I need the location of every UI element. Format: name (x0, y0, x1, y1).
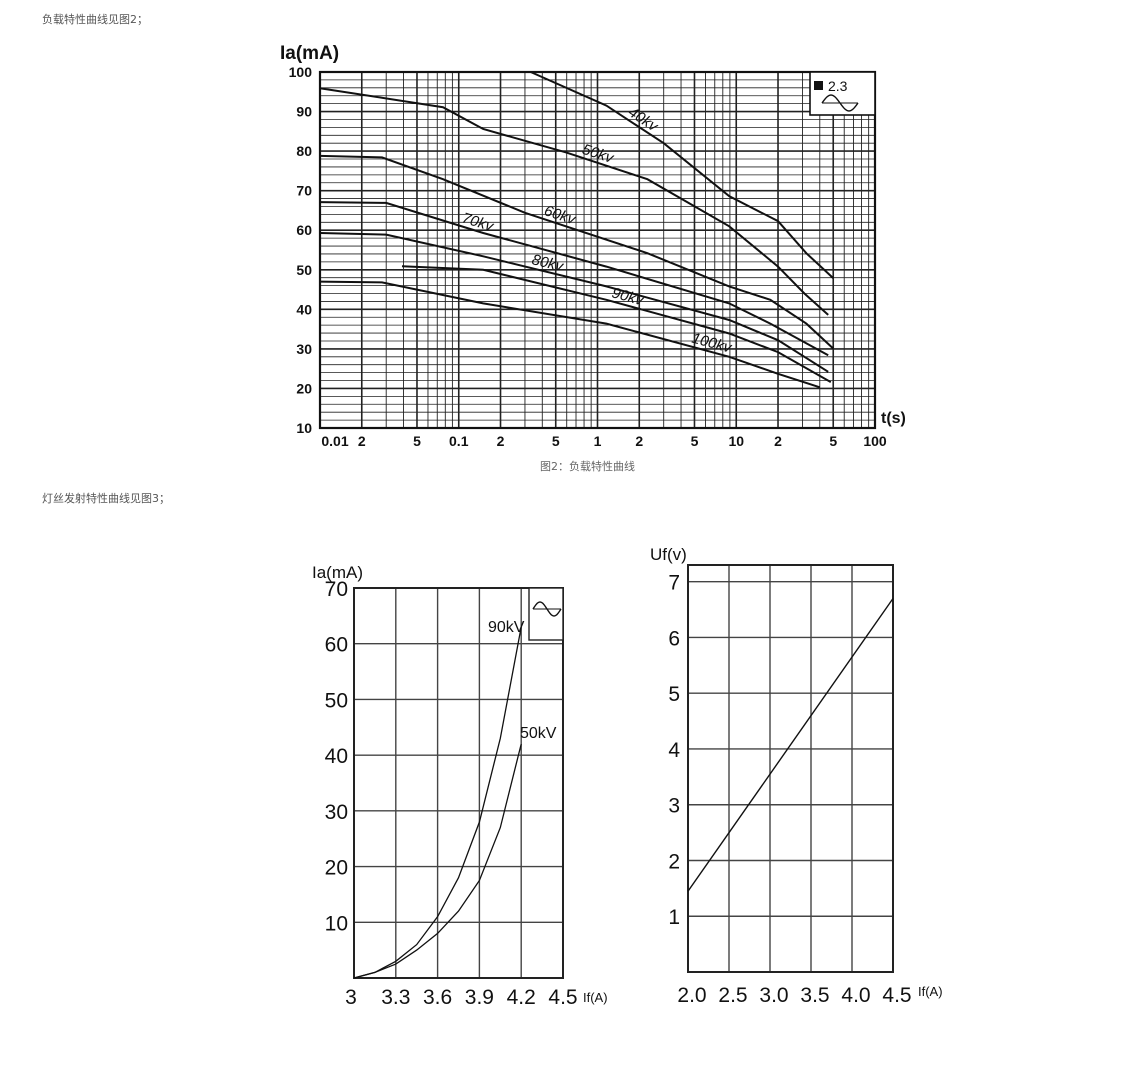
figure-caption: 图2：负载特性曲线 (540, 460, 635, 473)
x-tick-label: 3.3 (381, 986, 410, 1009)
y-tick-label: 3 (668, 795, 680, 818)
y-tick-label: 20 (325, 857, 348, 880)
series-line-70kv (319, 201, 829, 357)
x-tick-label: 3.5 (800, 984, 829, 1007)
y-tick-label: 30 (296, 341, 312, 357)
y-tick-label: 90 (296, 104, 312, 120)
y-tick-label: 5 (668, 683, 680, 706)
plot-frame (687, 564, 894, 973)
y-tick-label: 40 (296, 301, 312, 317)
paragraph-filament-emission: 灯丝发射特性曲线见图3； (42, 492, 170, 505)
series-line-100kv (319, 280, 821, 389)
y-tick-label: 70 (296, 183, 312, 199)
series-line-60kv (319, 154, 834, 350)
plot-frame (318, 70, 877, 430)
series-line-50kV (353, 743, 522, 979)
x-axis-label: If(A) (918, 984, 943, 999)
y-tick-label: 30 (325, 801, 348, 824)
x-tick-label: 3.0 (759, 984, 788, 1007)
x-tick-label: 2 (497, 433, 505, 449)
y-tick-label: 4 (668, 739, 680, 762)
y-axis-label: Uf(v) (650, 545, 687, 564)
x-tick-label: 3.9 (465, 986, 494, 1009)
x-tick-label: 2.0 (677, 984, 706, 1007)
legend-square-icon (814, 81, 823, 90)
x-axis-label: t(s) (881, 410, 906, 427)
y-tick-label: 60 (325, 634, 348, 657)
series-label: 90kv (610, 284, 646, 309)
y-tick-label: 60 (296, 222, 312, 238)
x-tick-label: 4.5 (548, 986, 577, 1009)
y-axis-label: Ia(mA) (280, 43, 339, 64)
x-tick-label: 4.2 (507, 986, 536, 1009)
series-line-40kv (530, 71, 834, 279)
series-line-90kv (401, 265, 832, 383)
series-label: 90kV (488, 619, 525, 636)
x-tick-label: 2 (358, 433, 366, 449)
x-tick-label: 1 (594, 433, 602, 449)
x-tick-label: 100 (863, 433, 887, 449)
load-characteristic-chart: 100 90 80 70 60 50 40 30 20 10 0.01 2 5 0.1 2 5 1 2 5 10 2 5 1… (280, 43, 906, 449)
y-tick-label: 70 (325, 578, 348, 601)
series-line-80kv (319, 232, 829, 373)
y-tick-label: 50 (296, 262, 312, 278)
y-tick-label: 6 (668, 627, 680, 650)
y-tick-label: 20 (296, 380, 312, 396)
x-tick-label: 2 (774, 433, 782, 449)
y-tick-label: 7 (668, 572, 680, 595)
x-tick-label: 3.6 (423, 986, 452, 1009)
x-tick-label: 2 (635, 433, 643, 449)
x-tick-label: 3 (345, 986, 357, 1009)
x-tick-label: 5 (552, 433, 560, 449)
y-tick-label: 80 (296, 143, 312, 159)
x-tick-label: 5 (413, 433, 421, 449)
legend-label: 2.3 (828, 78, 848, 94)
x-tick-label: 4.5 (882, 984, 911, 1007)
x-tick-label: 0.01 (321, 433, 348, 449)
x-tick-label: 5 (829, 433, 837, 449)
y-tick-label: 10 (296, 420, 312, 436)
x-tick-label: 5 (691, 433, 699, 449)
y-tick-label: 100 (289, 64, 313, 80)
series-line-50kv (319, 87, 829, 316)
y-tick-label: 2 (668, 850, 680, 873)
y-tick-label: 40 (325, 745, 348, 768)
filament-emission-chart: 70 60 50 40 30 20 10 3 3.3 3.6 3.9 4.2 4.5 Ia(mA) If(A… (312, 563, 608, 1009)
legend-box (809, 71, 876, 116)
y-tick-label: 1 (668, 906, 680, 929)
filament-voltage-chart: 7 6 5 4 3 2 1 2.0 2.5 3.0 3.5 4.0 4.5 Uf(v) If(A) (650, 545, 943, 1007)
series-line (687, 598, 894, 892)
x-tick-label: 0.1 (449, 433, 469, 449)
y-tick-label: 10 (325, 912, 348, 935)
x-axis-label: If(A) (583, 990, 608, 1005)
x-tick-label: 2.5 (718, 984, 747, 1007)
x-tick-label: 10 (728, 433, 744, 449)
y-axis-label: Ia(mA) (312, 563, 363, 582)
plot-frame (353, 587, 564, 979)
series-line-90kV (353, 626, 522, 979)
x-tick-label: 4.0 (841, 984, 870, 1007)
paragraph-load-characteristic: 负载特性曲线见图2； (42, 13, 148, 26)
series-label: 50kV (520, 725, 557, 742)
y-tick-label: 50 (325, 689, 348, 712)
